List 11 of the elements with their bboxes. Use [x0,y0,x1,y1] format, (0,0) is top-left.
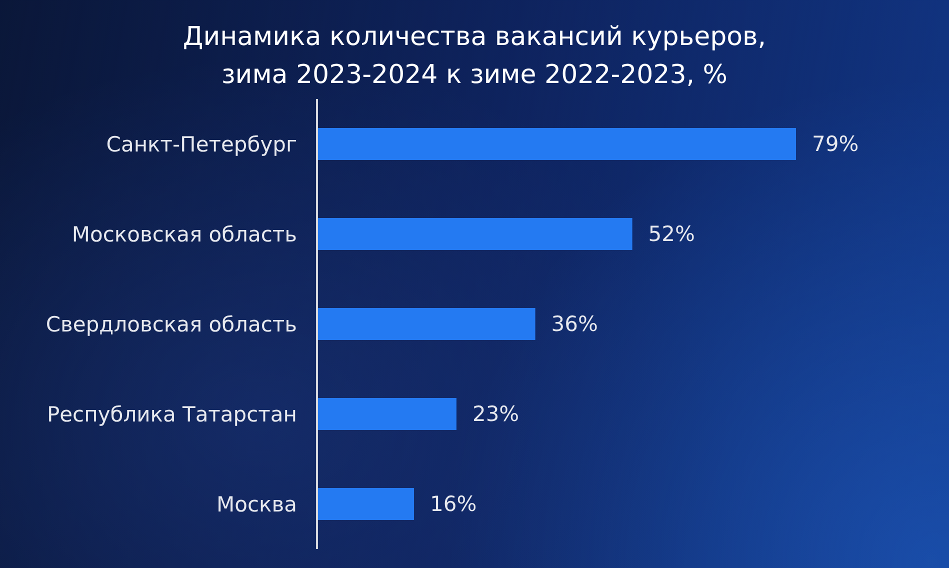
y-tick-label: Москва [216,492,297,516]
data-label: 79% [812,132,859,156]
data-label: 23% [472,402,520,426]
data-label: 36% [551,312,598,336]
y-tick-label: Московская область [72,222,297,246]
y-tick-label: Свердловская область [46,312,297,336]
y-tick-label: Республика Татарстан [46,402,297,426]
data-label: 52% [648,222,695,246]
data-label: 16% [430,492,477,516]
chart-title: Динамика количества вакансий курьеров, зима 2023-2024 к зиме 2022-2023, % [182,21,768,92]
y-tick-label: Санкт-Петербург [106,132,297,156]
